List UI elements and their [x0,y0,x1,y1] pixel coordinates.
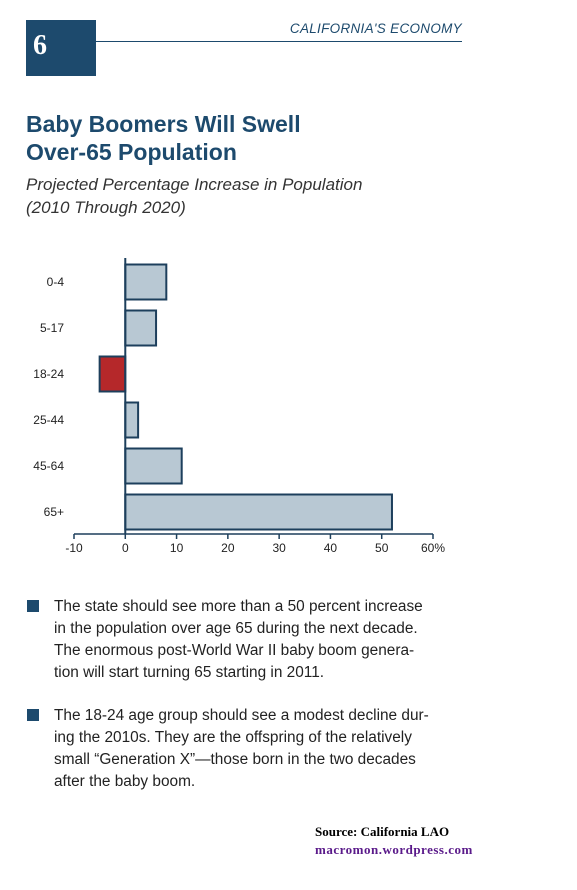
bar-65+ [124,493,393,531]
main-title-line-2: Over-65 Population [26,139,237,165]
bullet-1-line-2: in the population over age 65 during the… [54,620,418,637]
chart-subtitle-line-1: Projected Percentage Increase in Populat… [26,175,363,194]
bar-0-4 [124,263,168,301]
x-tick-label--10: -10 [65,541,83,555]
x-tick-label-50: 50 [375,541,389,555]
bullet-square-icon [27,600,39,612]
category-label-65+: 65+ [44,505,64,519]
bullet-text-1: The state should see more than a 50 perc… [54,596,466,684]
bullet-2-line-2: ing the 2010s. They are the offspring of… [54,729,412,746]
x-tick-label-0: 0 [122,541,129,555]
source-credit: Source: California LAO [315,824,450,839]
watermark-url: macromon.wordpress.com [315,842,473,857]
category-label-0-4: 0-4 [47,275,65,289]
x-tick-label-20: 20 [221,541,235,555]
bullet-1-line-4: tion will start turning 65 starting in 2… [54,664,325,681]
bullet-2-line-4: after the baby boom. [54,773,196,790]
section-title: CALIFORNIA'S ECONOMY [289,21,462,36]
x-tick-label-60: 60% [421,541,445,555]
x-tick-label-10: 10 [170,541,184,555]
category-label-5-17: 5-17 [40,321,64,335]
main-title: Baby Boomers Will Swell Over-65 Populati… [26,110,446,166]
chart-subtitle-line-2: (2010 Through 2020) [26,198,186,217]
header-rule [96,41,462,42]
x-tick-label-30: 30 [272,541,286,555]
bar-5-17 [124,309,158,347]
bullet-text-2: The 18-24 age group should see a modest … [54,705,466,793]
bullet-2-line-1: The 18-24 age group should see a modest … [54,707,429,724]
bar-chart: 0-4 5-17 18-24 25-44 45-64 65+ -10 0 10 20 30 40 50 6… [33,258,445,555]
bullet-1-line-3: The enormous post-World War II baby boom… [54,642,415,659]
category-label-45-64: 45-64 [33,459,64,473]
category-label-18-24: 18-24 [33,367,64,381]
bar-25-44 [124,401,140,439]
page-number: 6 [33,30,47,61]
category-label-25-44: 25-44 [33,413,64,427]
bar-18-24 [98,355,127,393]
main-title-line-1: Baby Boomers Will Swell [26,111,301,137]
page-number-box: 6 [26,20,96,76]
chart-subtitle: Projected Percentage Increase in Populat… [26,173,446,219]
bullet-2-line-3: small “Generation X”—those born in the t… [54,751,416,768]
bullet-square-icon [27,709,39,721]
x-tick-label-40: 40 [324,541,338,555]
bar-45-64 [124,447,183,485]
bullet-1-line-1: The state should see more than a 50 perc… [54,598,423,615]
